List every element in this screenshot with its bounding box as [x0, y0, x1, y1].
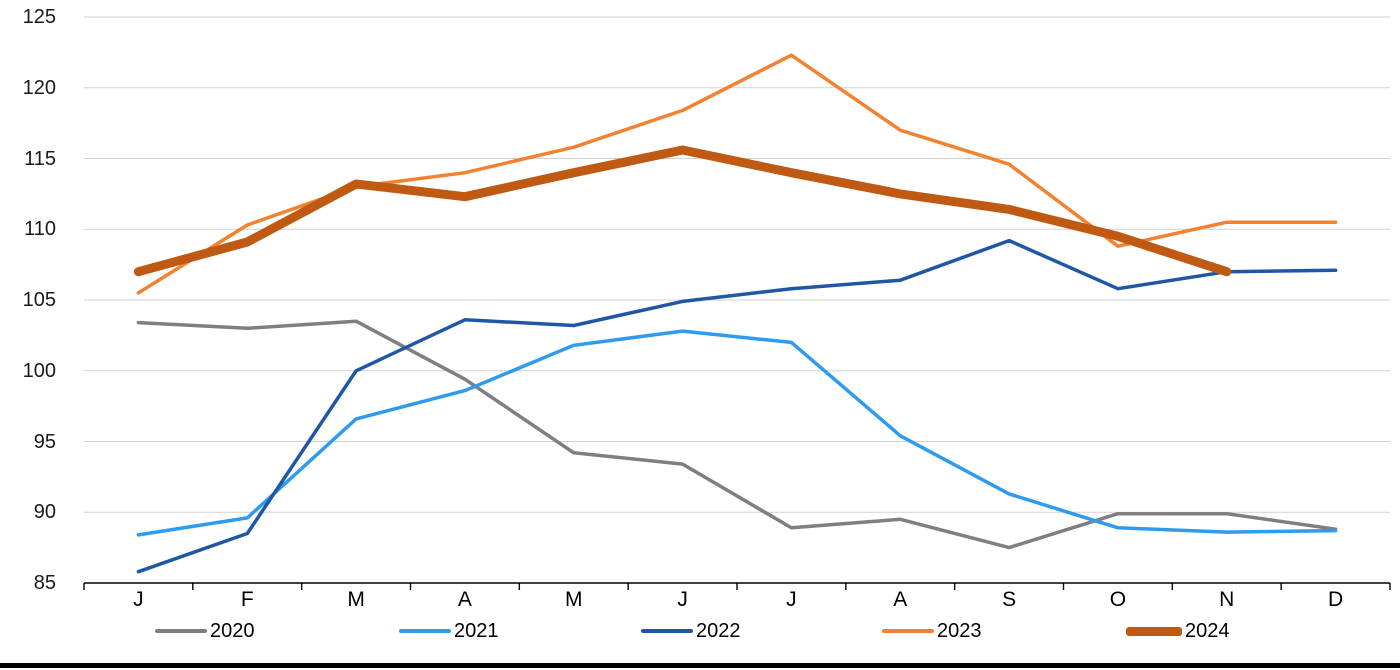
legend-label-2021: 2021: [454, 619, 499, 642]
x-tick-label-month-3: M: [347, 588, 365, 611]
legend-swatch-2020: [155, 629, 207, 633]
x-tick-label-month-10: O: [1109, 588, 1127, 611]
y-tick-label-110: 110: [24, 218, 56, 241]
bottom-divider-line: [0, 663, 1400, 668]
y-tick-label-85: 85: [33, 572, 56, 594]
legend-swatch-2024: [1126, 626, 1182, 636]
series-line-2024: [133, 145, 1232, 277]
x-tick-label-month-7: J: [786, 588, 797, 611]
legend-swatch-2022: [641, 629, 693, 633]
legend-label-2022: 2022: [696, 619, 741, 642]
series-line-2021: [136, 329, 1338, 537]
y-tick-label-115: 115: [24, 147, 56, 170]
series-line-2020: [136, 319, 1338, 550]
legend-label-2023: 2023: [937, 619, 982, 642]
y-tick-label-100: 100: [22, 359, 56, 382]
x-tick-label-month-12: D: [1327, 588, 1344, 611]
series-line-2023: [136, 53, 1338, 295]
chart-legend: 2020 2021 2022 2023 2024: [0, 617, 1400, 645]
legend-label-2020: 2020: [210, 619, 255, 642]
x-tick-label-month-4: A: [457, 588, 472, 611]
y-tick-label-105: 105: [22, 289, 56, 311]
y-tick-label-95: 95: [33, 430, 56, 453]
y-tick-label-90: 90: [33, 501, 56, 524]
x-tick-label-month-9: S: [1002, 588, 1017, 611]
x-tick-label-month-1: J: [133, 588, 144, 611]
x-tick-label-month-11: N: [1219, 588, 1235, 611]
legend-item-2021: 2021: [399, 617, 499, 645]
x-tick-label-month-6: J: [677, 588, 688, 611]
legend-item-2020: 2020: [155, 617, 255, 645]
y-tick-label-125: 125: [22, 6, 56, 28]
y-tick-label-120: 120: [22, 76, 56, 99]
plot-area: [83, 16, 1391, 590]
legend-label-2024: 2024: [1185, 619, 1230, 642]
legend-item-2023: 2023: [882, 617, 982, 645]
series-line-2022: [136, 238, 1338, 574]
legend-item-2024: 2024: [1126, 617, 1230, 645]
legend-swatch-2023: [882, 629, 934, 633]
x-tick-label-month-2: F: [240, 588, 254, 611]
x-tick-label-month-8: A: [893, 588, 908, 611]
legend-item-2022: 2022: [641, 617, 741, 645]
legend-swatch-2021: [399, 629, 451, 633]
x-tick-label-month-5: M: [565, 588, 583, 611]
